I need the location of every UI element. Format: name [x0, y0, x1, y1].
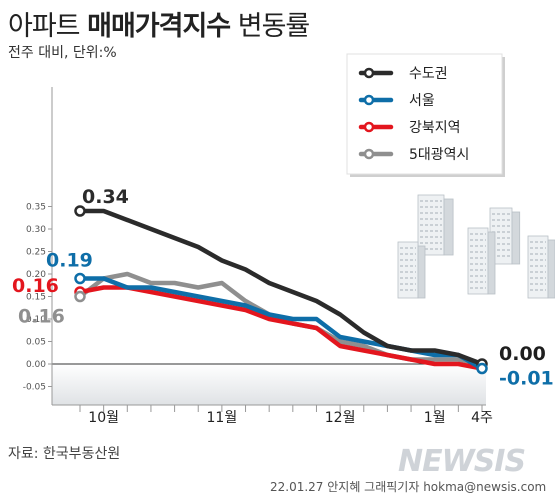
building-side — [487, 231, 496, 295]
page-title: 아파트 매매가격지수 변동률 — [8, 4, 311, 43]
graphic-credit: 22.01.27 안지혜 그래픽기자 hokma@newsis.com — [270, 480, 547, 494]
y-tick-label: -0.05 — [23, 383, 46, 393]
legend-label: 수도권 — [409, 66, 448, 82]
y-tick-label: 0.30 — [26, 225, 46, 235]
legend-swatch-marker — [363, 67, 375, 79]
y-tick-label: 0.15 — [26, 293, 46, 303]
legend-entry-4: 5대광역시 — [358, 147, 469, 163]
building-1 — [417, 194, 454, 256]
y-tick-label: 0.10 — [26, 315, 46, 325]
data-label-seoul-end: -0.01 — [499, 368, 554, 390]
legend-label: 5대광역시 — [409, 147, 469, 163]
title-part-2: 매매가격지수 — [87, 11, 231, 42]
start-marker-4 — [74, 290, 86, 303]
x-tick-label: 4주 — [471, 410, 493, 426]
building-4 — [467, 227, 496, 295]
newsis-watermark: NEWSIS — [398, 444, 526, 479]
end-marker-2 — [476, 362, 488, 375]
start-marker-2 — [74, 272, 86, 285]
apartment-buildings-illustration — [397, 194, 555, 299]
x-tick-label: 1월 — [424, 410, 446, 426]
building-2 — [397, 241, 426, 299]
y-tick-label: 0.20 — [26, 270, 46, 280]
x-tick-label: 11월 — [207, 410, 238, 426]
data-label-seoul-start: 0.19 — [46, 250, 93, 272]
x-tick-label: 10월 — [88, 410, 119, 426]
building-side — [417, 245, 426, 299]
title-part-1: 아파트 — [8, 11, 88, 42]
series-line-3 — [77, 285, 485, 371]
y-tick-label: 0.35 — [26, 203, 46, 213]
legend-swatch-marker — [363, 121, 375, 133]
negative-area-shade — [52, 364, 486, 405]
start-marker-1 — [74, 205, 86, 217]
legend-entry-2: 서울 — [358, 93, 435, 109]
building-side — [511, 211, 521, 265]
legend-entry-3: 강북지역 — [358, 120, 461, 136]
legend-entry-1: 수도권 — [358, 66, 448, 82]
data-label-metro5-start: 0.16 — [18, 306, 65, 328]
source-note: 자료: 한국부동산원 — [8, 446, 121, 462]
building-3 — [489, 207, 521, 265]
building-5 — [527, 235, 555, 299]
building-side — [443, 198, 454, 256]
data-label-seoul-metro-end: 0.00 — [499, 343, 546, 365]
x-tick-label: 12월 — [325, 410, 356, 426]
y-tick-label: 0.00 — [26, 360, 46, 370]
building-body — [527, 235, 549, 299]
y-tick-label: 0.25 — [26, 248, 46, 258]
series-line-1 — [77, 208, 485, 367]
building-side — [547, 239, 555, 299]
data-label-gangbuk-start: 0.16 — [12, 275, 59, 297]
y-tick-label: 0.05 — [26, 338, 46, 348]
legend-label: 강북지역 — [409, 120, 461, 136]
building-body — [467, 227, 489, 295]
data-label-seoul-metro-start: 0.34 — [82, 186, 129, 208]
chart-subtitle: 전주 대비, 단위:% — [8, 45, 117, 61]
legend-swatch-marker — [363, 148, 375, 160]
title-part-3: 변동률 — [230, 11, 311, 42]
legend-swatch-marker — [363, 94, 375, 106]
legend-label: 서울 — [409, 93, 435, 109]
